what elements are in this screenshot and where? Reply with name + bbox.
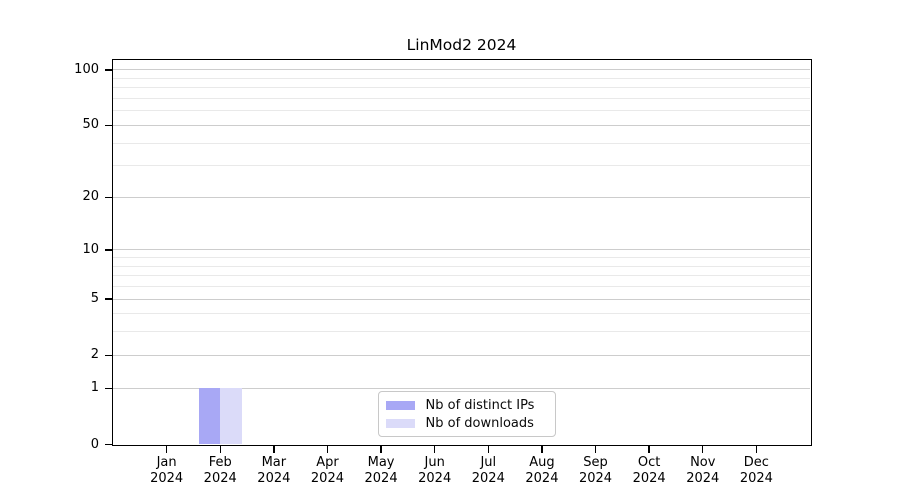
y-axis-tick — [104, 354, 112, 356]
x-tick-month: Apr — [316, 454, 339, 470]
x-axis-tick — [541, 446, 543, 453]
x-tick-label: Sep 2024 — [564, 455, 628, 488]
x-tick-month: Aug — [529, 454, 555, 470]
gridline-minor — [113, 275, 810, 277]
x-tick-year: 2024 — [257, 471, 291, 486]
gridline-minor — [113, 97, 810, 99]
x-tick-label: Aug 2024 — [510, 455, 574, 488]
gridline-minor — [113, 165, 810, 167]
x-tick-year: 2024 — [739, 471, 773, 486]
gridline-major — [113, 124, 810, 126]
y-tick-label: 20 — [82, 189, 99, 205]
x-tick-label: Mar 2024 — [242, 455, 306, 488]
downloads-swatch-icon — [385, 418, 415, 428]
x-axis-tick — [380, 446, 382, 453]
distinct-ips-swatch-icon — [385, 400, 415, 410]
x-tick-year: 2024 — [686, 471, 720, 486]
x-tick-year: 2024 — [578, 471, 613, 486]
y-axis-tick — [104, 124, 112, 126]
x-tick-year: 2024 — [364, 471, 398, 486]
gridline-minor — [113, 77, 810, 79]
x-axis-tick — [219, 446, 221, 453]
y-axis-tick — [104, 196, 112, 199]
x-tick-month: May — [367, 454, 395, 470]
y-axis-tick — [104, 387, 112, 389]
plot-area — [113, 60, 810, 445]
x-tick-year: 2024 — [310, 471, 344, 486]
y-tick-label: 1 — [90, 380, 99, 396]
gridline-minor — [113, 331, 810, 333]
x-tick-year: 2024 — [471, 471, 505, 486]
y-axis-tick — [104, 298, 112, 300]
bar-downloads — [220, 388, 242, 445]
x-tick-month: Jul — [480, 454, 497, 470]
y-axis-tick — [104, 443, 112, 446]
x-axis-tick — [755, 446, 758, 453]
gridline-major — [113, 69, 810, 71]
y-tick-label: 50 — [82, 117, 99, 133]
x-axis-tick — [648, 446, 650, 453]
legend-item-downloads: Nb of downloads — [385, 415, 549, 431]
x-tick-month: Oct — [637, 454, 661, 470]
x-axis-tick — [702, 446, 704, 453]
y-tick-label: 10 — [82, 241, 99, 257]
x-tick-year: 2024 — [203, 471, 237, 486]
y-tick-label: 2 — [90, 347, 99, 363]
x-tick-year: 2024 — [632, 471, 666, 486]
gridline-minor — [113, 313, 810, 315]
legend-item-distinct-ips: Nb of distinct IPs — [385, 397, 549, 413]
x-tick-label: Apr 2024 — [295, 455, 359, 488]
x-tick-label: Feb 2024 — [188, 455, 252, 488]
x-tick-label: Jun 2024 — [403, 455, 467, 488]
x-tick-year: 2024 — [150, 471, 184, 486]
gridline-minor — [113, 257, 810, 259]
legend-label: Nb of distinct IPs — [425, 397, 535, 413]
gridline-minor — [113, 87, 810, 89]
gridline-minor — [113, 265, 810, 267]
gridline-major — [113, 298, 810, 300]
chart-title: LinMod2 2024 — [406, 36, 517, 54]
gridline-major — [113, 196, 810, 198]
x-tick-year: 2024 — [418, 471, 452, 486]
gridline-major — [113, 354, 810, 356]
x-axis-tick — [487, 446, 489, 453]
x-tick-month: Jun — [424, 454, 445, 470]
bar-distinct-ips — [198, 388, 221, 445]
x-axis-tick — [433, 446, 436, 453]
x-tick-label: Oct 2024 — [617, 455, 681, 488]
x-tick-month: Mar — [261, 454, 287, 470]
legend: Nb of distinct IPs Nb of downloads — [377, 391, 556, 437]
x-tick-month: Dec — [743, 454, 769, 470]
gridline-major — [113, 387, 810, 389]
x-tick-month: Feb — [208, 454, 232, 470]
gridline-minor — [113, 142, 810, 144]
y-tick-label: 5 — [90, 291, 99, 307]
legend-label: Nb of downloads — [425, 415, 534, 431]
x-axis-tick — [326, 446, 329, 453]
x-tick-month: Jan — [156, 454, 177, 470]
y-axis-tick — [104, 69, 112, 71]
x-axis-tick — [273, 446, 275, 453]
x-axis-tick — [594, 446, 597, 453]
gridline-minor — [113, 286, 810, 288]
x-axis-tick — [165, 446, 168, 453]
x-tick-label: Jul 2024 — [456, 455, 520, 488]
x-tick-label: Nov 2024 — [671, 455, 735, 488]
gridline-major — [113, 249, 810, 251]
x-tick-month: Sep — [583, 454, 608, 470]
x-tick-label: Dec 2024 — [724, 455, 788, 488]
gridline-minor — [113, 110, 810, 112]
x-tick-label: May 2024 — [349, 455, 413, 488]
x-tick-label: Jan 2024 — [135, 455, 199, 488]
y-tick-label: 100 — [74, 61, 99, 77]
y-tick-label: 0 — [90, 436, 99, 452]
x-tick-month: Nov — [690, 454, 716, 470]
x-tick-year: 2024 — [525, 471, 559, 486]
y-axis-tick — [104, 249, 112, 251]
